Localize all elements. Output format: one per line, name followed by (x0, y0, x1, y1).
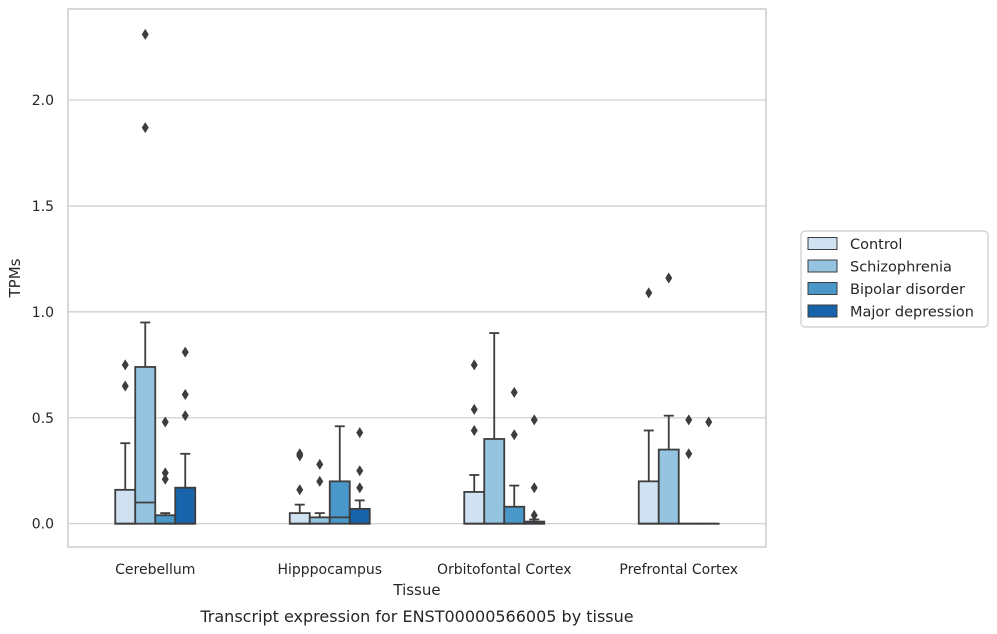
y-tick-label: 2.0 (32, 93, 54, 109)
outlier-point (161, 416, 169, 428)
box (328, 480, 351, 525)
x-axis-ticks: Cerebellum Hipppocampus Orbitofontal Corte… (115, 562, 738, 578)
y-tick-label: 1.0 (32, 305, 54, 321)
outlier-point (181, 346, 189, 358)
y-tick-label: 0.5 (32, 411, 54, 427)
box-group (463, 359, 486, 525)
outlier-point (161, 467, 169, 479)
outlier-point (530, 509, 538, 521)
outlier-point (141, 122, 149, 134)
outlier-point (181, 410, 189, 422)
x-tick-label: Cerebellum (115, 562, 195, 578)
box (174, 486, 197, 525)
outlier-point (121, 359, 129, 371)
outlier-point (470, 403, 478, 415)
box-group (174, 346, 197, 525)
box (154, 514, 177, 525)
box-plot-area (114, 28, 720, 525)
outlier-point (530, 482, 538, 494)
box-group (697, 416, 720, 525)
box-group (328, 425, 351, 525)
outlier-point (685, 448, 693, 460)
outlier-point (470, 425, 478, 437)
y-tick-label: 0.0 (32, 517, 54, 533)
box (637, 480, 660, 525)
outlier-point (316, 475, 324, 487)
y-axis-label: TPMs (6, 258, 24, 298)
box-group (348, 427, 371, 525)
outlier-point (296, 448, 304, 460)
legend: Control Schizophrenia Bipolar disorder Majo… (800, 230, 989, 328)
box-group (637, 287, 660, 525)
legend-label: Schizophrenia (850, 260, 952, 276)
box (348, 507, 371, 525)
box-group (523, 414, 546, 525)
legend-label: Bipolar disorder (850, 282, 965, 298)
box (483, 438, 506, 525)
box-group (677, 414, 700, 525)
outlier-point (530, 414, 538, 426)
outlier-point (665, 272, 673, 284)
box (308, 516, 331, 525)
x-tick-label: Prefrontal Cortex (619, 562, 738, 578)
outlier-point (470, 359, 478, 371)
outlier-point (356, 427, 364, 439)
outlier-point (510, 386, 518, 398)
y-axis-ticks: 0.0 0.5 1.0 1.5 2.0 (32, 93, 54, 533)
legend-swatch (807, 282, 838, 295)
outlier-point (645, 287, 653, 299)
outlier-point (705, 416, 713, 428)
outlier-point (141, 28, 149, 40)
box (114, 488, 137, 525)
x-axis-label: Tissue (392, 581, 440, 599)
outlier-point (181, 388, 189, 400)
legend-frame (800, 230, 989, 328)
box-group (288, 448, 311, 525)
box (503, 505, 526, 525)
x-tick-label: Orbitofontal Cortex (437, 562, 572, 578)
outlier-point (510, 429, 518, 441)
box-group (134, 28, 157, 525)
plot-frame (67, 8, 767, 548)
outlier-point (161, 473, 169, 485)
legend-swatch (807, 237, 838, 250)
outlier-point (356, 482, 364, 494)
box-group (483, 332, 506, 525)
outlier-point (296, 484, 304, 496)
chart-caption: Transcript expression for ENST0000056600… (199, 607, 633, 626)
box-group (154, 416, 177, 525)
outlier-point (316, 458, 324, 470)
box-group (503, 386, 526, 525)
box (463, 491, 486, 525)
legend-label: Major depression (850, 305, 974, 321)
box-group (308, 458, 331, 525)
box-group (657, 272, 680, 525)
box (134, 366, 157, 525)
legend-label: Control (850, 237, 902, 253)
y-tick-label: 1.5 (32, 199, 54, 215)
box (657, 448, 680, 525)
outlier-point (356, 465, 364, 477)
legend-swatch (807, 259, 838, 273)
outlier-point (685, 414, 693, 426)
box-group (114, 359, 137, 525)
outlier-point (121, 380, 129, 392)
legend-swatch (807, 304, 838, 318)
box (288, 512, 311, 525)
x-tick-label: Hipppocampus (277, 562, 382, 578)
